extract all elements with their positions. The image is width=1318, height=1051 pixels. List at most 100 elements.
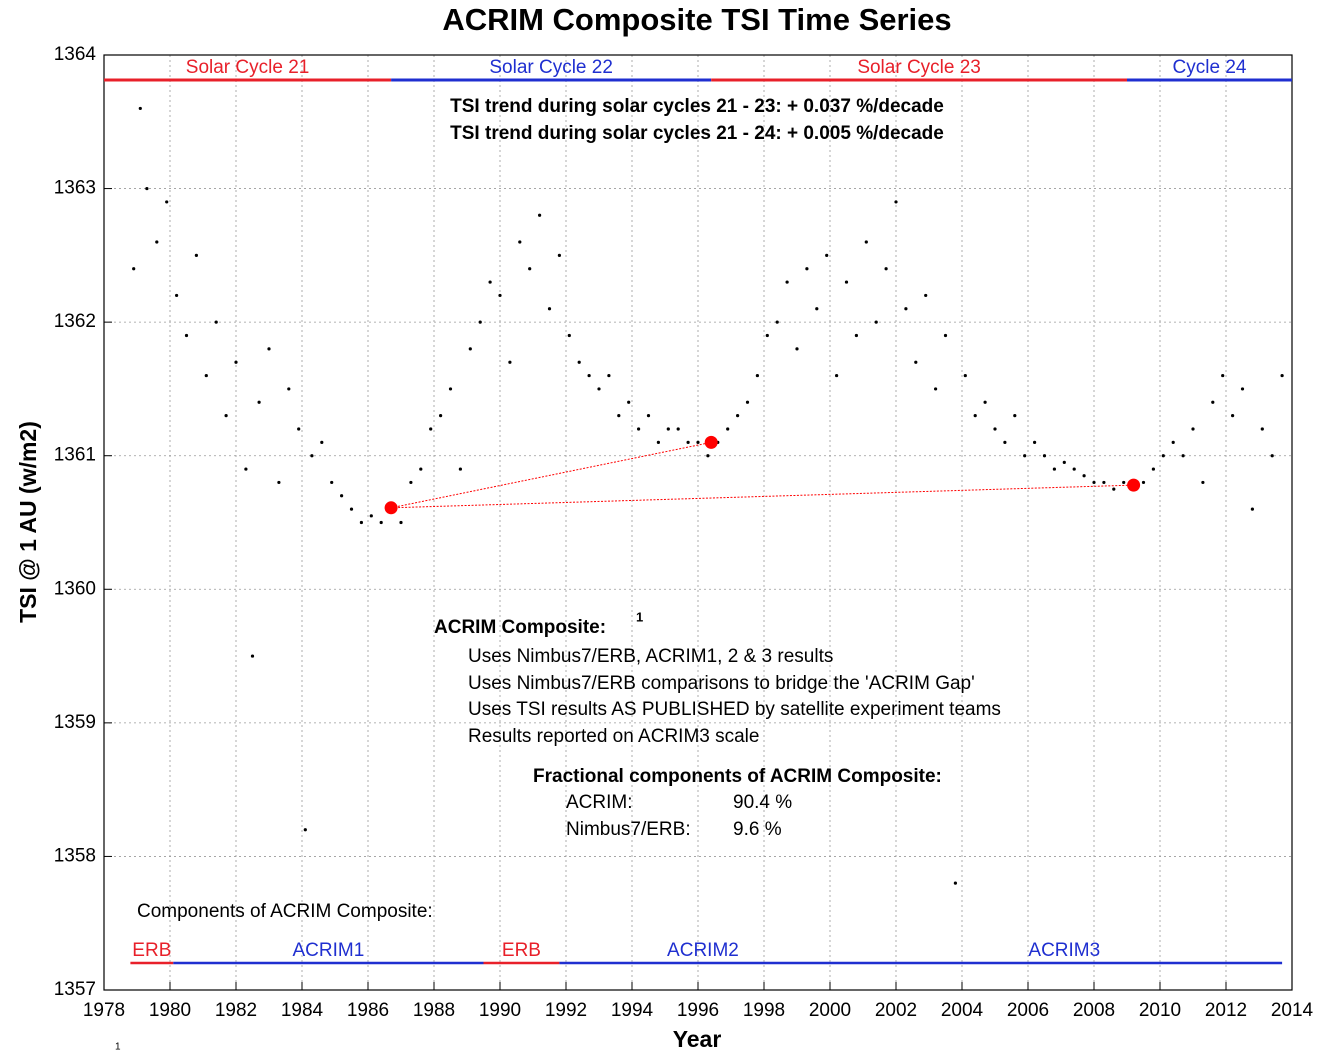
y-tick-label: 1360 <box>54 578 96 599</box>
data-point <box>194 253 198 257</box>
data-point <box>1042 454 1047 458</box>
composite-note: Results reported on ACRIM3 scale <box>468 726 759 747</box>
trend-line <box>391 484 1134 509</box>
chart-title: ACRIM Composite TSI Time Series <box>442 2 951 37</box>
data-point <box>1171 440 1175 444</box>
data-point <box>557 253 562 257</box>
x-tick-label: 2010 <box>1139 1000 1181 1021</box>
data-point <box>1122 480 1126 485</box>
y-tick-label: 1361 <box>54 445 96 466</box>
data-point <box>696 440 700 444</box>
component-label: ACRIM2 <box>667 940 739 961</box>
data-point <box>409 480 413 485</box>
data-point <box>973 414 977 418</box>
x-tick-label: 1980 <box>149 1000 191 1021</box>
data-point <box>894 200 898 204</box>
composite-note: Uses TSI results AS PUBLISHED by satelli… <box>468 699 1001 720</box>
x-tick-label: 1994 <box>611 1000 654 1021</box>
data-point <box>508 360 512 364</box>
data-point <box>1231 414 1235 418</box>
data-point <box>429 427 433 431</box>
data-point <box>914 360 918 364</box>
data-point <box>1072 467 1076 471</box>
data-point <box>488 280 492 284</box>
data-point <box>1112 487 1116 491</box>
data-point <box>904 307 908 311</box>
y-tick-label: 1357 <box>54 979 96 1000</box>
component-label: ERB <box>502 940 541 961</box>
x-tick-label: 2006 <box>1007 1000 1049 1021</box>
data-point <box>627 400 631 404</box>
data-point <box>1052 467 1056 471</box>
data-point <box>1102 480 1106 485</box>
data-point <box>468 347 472 351</box>
x-tick-label: 1996 <box>677 1000 719 1021</box>
data-point <box>934 387 938 391</box>
data-point <box>993 427 997 431</box>
data-point <box>597 387 601 391</box>
data-point <box>458 467 462 471</box>
x-tick-label: 2012 <box>1205 1000 1247 1021</box>
trend-line <box>390 441 712 509</box>
y-tick-label: 1358 <box>54 845 96 866</box>
fraction-label: ACRIM: <box>566 792 633 813</box>
trend-text: TSI trend during solar cycles 21 - 23: +… <box>450 96 944 117</box>
data-point <box>369 514 373 518</box>
cycle-label: Cycle 24 <box>1173 57 1247 78</box>
data-point <box>204 373 208 378</box>
data-point <box>1033 440 1037 444</box>
composite-heading: ACRIM Composite: <box>434 617 606 638</box>
data-point <box>854 333 859 338</box>
data-point <box>224 414 228 418</box>
footnote-mark: 1 <box>115 1042 121 1051</box>
data-point <box>234 360 238 364</box>
x-tick-label: 1998 <box>743 1000 785 1021</box>
fraction-heading: Fractional components of ACRIM Composite… <box>533 766 942 787</box>
x-tick-label: 1990 <box>479 1000 521 1021</box>
data-point <box>884 267 888 271</box>
data-point <box>646 414 651 418</box>
data-point <box>815 307 819 311</box>
plot-frame <box>103 54 1293 991</box>
data-point <box>785 280 789 284</box>
data-point <box>1082 474 1086 478</box>
x-tick-label: 1986 <box>347 1000 389 1021</box>
data-point <box>184 333 189 338</box>
data-point <box>419 467 423 471</box>
data-point <box>175 293 179 298</box>
data-point <box>844 280 849 284</box>
x-tick-label: 1992 <box>545 1000 587 1021</box>
data-point <box>379 520 383 525</box>
data-point <box>1003 440 1007 444</box>
data-point <box>953 881 958 885</box>
data-point <box>1201 480 1205 485</box>
data-point <box>1221 373 1225 378</box>
data-point <box>656 440 661 444</box>
data-point <box>1250 507 1254 511</box>
data-point <box>1151 467 1155 471</box>
data-point <box>1141 480 1146 485</box>
data-point <box>706 454 710 458</box>
data-point <box>320 440 324 444</box>
components-title: Components of ACRIM Composite: <box>137 901 433 922</box>
data-point <box>1191 427 1195 431</box>
data-point <box>745 400 750 404</box>
data-point <box>726 427 730 431</box>
data-point <box>244 467 248 471</box>
data-point <box>924 293 928 298</box>
data-point <box>874 320 878 324</box>
x-tick-label: 1984 <box>281 1000 324 1021</box>
cycle-label: Solar Cycle 22 <box>489 57 613 78</box>
y-tick-label: 1362 <box>54 311 96 332</box>
data-point <box>330 480 334 485</box>
data-point <box>943 333 948 338</box>
x-tick-label: 2014 <box>1271 1000 1314 1021</box>
data-point <box>340 494 344 498</box>
data-point <box>528 267 532 271</box>
data-point <box>805 267 809 271</box>
data-point <box>138 106 142 111</box>
data-point <box>1062 460 1066 464</box>
data-point <box>736 414 740 418</box>
data-point <box>498 293 502 298</box>
y-tick-label: 1359 <box>54 712 96 733</box>
